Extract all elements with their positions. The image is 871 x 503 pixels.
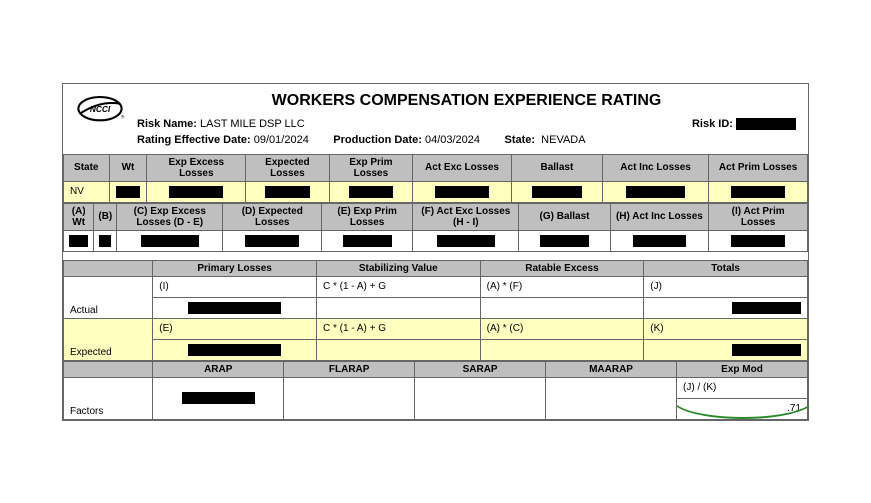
losses-table-1: State Wt Exp Excess Losses Expected Loss… <box>63 154 808 203</box>
redacted-cell <box>731 186 785 198</box>
calc-table: Primary Losses Stabilizing Value Ratable… <box>63 260 808 361</box>
calc-actual-values <box>64 297 808 318</box>
t4-h3: SARAP <box>415 361 546 377</box>
t1-wt-redacted <box>116 186 139 198</box>
t2-h7: (H) Act Inc Losses <box>610 203 709 230</box>
state: NEVADA <box>541 134 585 146</box>
k-label: (K) <box>644 318 808 339</box>
redacted-cell <box>69 235 88 247</box>
prod-date-label: Production Date: <box>333 134 422 146</box>
redacted-cell <box>245 235 299 247</box>
factors-label: Factors <box>64 377 153 419</box>
redacted-cell <box>188 344 281 356</box>
redacted-cell <box>99 235 111 247</box>
svg-text:®: ® <box>121 113 125 120</box>
t3-h1: Primary Losses <box>153 260 317 276</box>
t1-h8: Act Prim Losses <box>709 154 808 181</box>
t1-row: NV <box>64 181 808 202</box>
t1-h3: Expected Losses <box>246 154 330 181</box>
logo-text: NCCI <box>90 103 111 113</box>
c-formula-1: C * (1 - A) + G <box>316 276 480 297</box>
risk-name-row: Risk Name: LAST MILE DSP LLC Risk ID: <box>137 118 796 130</box>
factor-formula-row: Factors (J) / (K) <box>64 377 808 398</box>
losses-table-2: (A) Wt (B) (C) Exp Excess Losses (D - E)… <box>63 203 808 252</box>
expected-label: Expected <box>64 318 153 360</box>
doc-title: WORKERS COMPENSATION EXPERIENCE RATING <box>137 92 796 110</box>
t4-h5: Exp Mod <box>677 361 808 377</box>
redacted-cell <box>732 344 801 356</box>
t4-h0 <box>64 361 153 377</box>
redacted-cell <box>437 235 495 247</box>
jk-label: (J) / (K) <box>677 377 808 398</box>
calc-formula-row-expected: Expected (E) C * (1 - A) + G (A) * (C) (… <box>64 318 808 339</box>
rating-eff: 09/01/2024 <box>254 134 309 146</box>
t1-h5: Act Exc Losses <box>413 154 512 181</box>
redacted-cell <box>540 235 589 247</box>
rating-eff-label: Rating Effective Date: <box>137 134 251 146</box>
t1-h0: State <box>64 154 110 181</box>
redacted-cell <box>731 235 785 247</box>
redacted-cell <box>141 235 199 247</box>
t1-h4: Exp Prim Losses <box>329 154 413 181</box>
t4-h1: ARAP <box>153 361 284 377</box>
t1-state: NV <box>64 181 110 202</box>
t1-h6: Ballast <box>511 154 602 181</box>
t2-row <box>64 230 808 251</box>
state-label: State: <box>504 134 535 146</box>
c-formula-2: C * (1 - A) + G <box>316 318 480 339</box>
t1-h7: Act Inc Losses <box>602 154 708 181</box>
expmod-value: .71 <box>677 398 808 419</box>
t4-h2: FLARAP <box>284 361 415 377</box>
t2-h2: (C) Exp Excess Losses (D - E) <box>117 203 223 230</box>
e-label: (E) <box>153 318 317 339</box>
ac-label: (A) * (C) <box>480 318 644 339</box>
redacted-cell <box>532 186 581 198</box>
risk-id-redacted <box>736 118 796 130</box>
risk-id-label: Risk ID: <box>692 118 733 130</box>
t2-h3: (D) Expected Losses <box>223 203 322 230</box>
dates-row: Rating Effective Date: 09/01/2024 Produc… <box>137 134 796 146</box>
t2-h5: (F) Act Exc Losses (H - I) <box>413 203 519 230</box>
t2-h8: (I) Act Prim Losses <box>709 203 808 230</box>
redacted-cell <box>265 186 310 198</box>
calc-formula-row-actual: Actual (I) C * (1 - A) + G (A) * (F) (J) <box>64 276 808 297</box>
redacted-cell <box>169 186 223 198</box>
redacted-cell <box>732 302 801 314</box>
t3-h3: Ratable Excess <box>480 260 644 276</box>
t2-h4: (E) Exp Prim Losses <box>322 203 413 230</box>
redacted-cell <box>349 186 394 198</box>
prod-date: 04/03/2024 <box>425 134 480 146</box>
ncci-logo: NCCI ® <box>75 92 125 124</box>
t4-h4: MAARAP <box>546 361 677 377</box>
t2-h0: (A) Wt <box>64 203 94 230</box>
t3-h4: Totals <box>644 260 808 276</box>
calc-expected-values <box>64 339 808 360</box>
redacted-cell <box>343 235 392 247</box>
header: NCCI ® WORKERS COMPENSATION EXPERIENCE R… <box>63 84 808 154</box>
redacted-cell <box>182 392 255 404</box>
t1-h1: Wt <box>109 154 147 181</box>
redacted-cell <box>626 186 684 198</box>
rating-sheet: NCCI ® WORKERS COMPENSATION EXPERIENCE R… <box>62 83 809 421</box>
risk-name: LAST MILE DSP LLC <box>200 118 305 130</box>
t1-h2: Exp Excess Losses <box>147 154 246 181</box>
j-label: (J) <box>644 276 808 297</box>
t2-h6: (G) Ballast <box>519 203 610 230</box>
actual-label: Actual <box>64 276 153 318</box>
i-label: (I) <box>153 276 317 297</box>
redacted-cell <box>633 235 687 247</box>
t2-h1: (B) <box>94 203 117 230</box>
redacted-cell <box>188 302 281 314</box>
redacted-cell <box>435 186 489 198</box>
risk-name-label: Risk Name: <box>137 118 197 130</box>
factors-table: ARAP FLARAP SARAP MAARAP Exp Mod Factors… <box>63 361 808 420</box>
af-label: (A) * (F) <box>480 276 644 297</box>
t3-h0 <box>64 260 153 276</box>
t3-h2: Stabilizing Value <box>316 260 480 276</box>
